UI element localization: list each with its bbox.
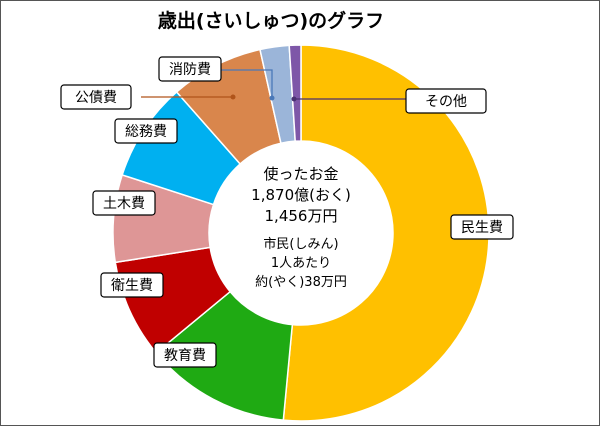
leader-line-7 [221, 69, 273, 98]
leader-lines [141, 69, 406, 102]
label-text: 教育費 [164, 348, 206, 364]
category-label-6: 公債費 [60, 84, 132, 110]
category-label-3: 衛生費 [100, 272, 164, 298]
slices [112, 44, 490, 422]
leader-dot-8 [291, 96, 297, 102]
center-line1: 使ったお金 [263, 165, 338, 183]
center-line5: 1人あたり [271, 256, 331, 271]
label-box [153, 342, 217, 368]
label-text: 衛生費 [111, 278, 153, 294]
label-box [405, 88, 487, 114]
label-text: 総務費 [125, 124, 167, 140]
center-line6: 約(やく)38万円 [255, 275, 347, 290]
label-box [158, 56, 222, 82]
leader-dot-6 [230, 94, 236, 100]
slice-1 [282, 44, 490, 422]
label-text: 民生費 [461, 220, 503, 236]
category-label-1: 民生費 [450, 214, 514, 240]
label-box [100, 272, 164, 298]
label-box [60, 84, 132, 110]
label-box [450, 214, 514, 240]
slice-8 [288, 44, 302, 142]
center-line3: 1,456万円 [265, 207, 338, 225]
label-text: 土木費 [103, 196, 145, 212]
center-text: 使ったお金 1,870億(おく) 1,456万円 市民(しみん) 1人あたり 約… [251, 165, 351, 290]
chart-title: 歳出(さいしゅつ)のグラフ [158, 9, 384, 32]
category-label-4: 土木費 [92, 190, 156, 216]
label-text: 消防費 [169, 62, 211, 78]
category-label-5: 総務費 [114, 118, 178, 144]
category-label-8: その他 [405, 88, 487, 114]
category-label-2: 教育費 [153, 342, 217, 368]
label-box [92, 190, 156, 216]
label-box [114, 118, 178, 144]
center-line4: 市民(しみん) [263, 236, 338, 252]
category-label-7: 消防費 [158, 56, 222, 82]
center-line2: 1,870億(おく) [251, 186, 351, 204]
leader-dot-7 [269, 95, 275, 101]
label-text: 公債費 [75, 90, 117, 106]
label-text: その他 [425, 94, 467, 110]
